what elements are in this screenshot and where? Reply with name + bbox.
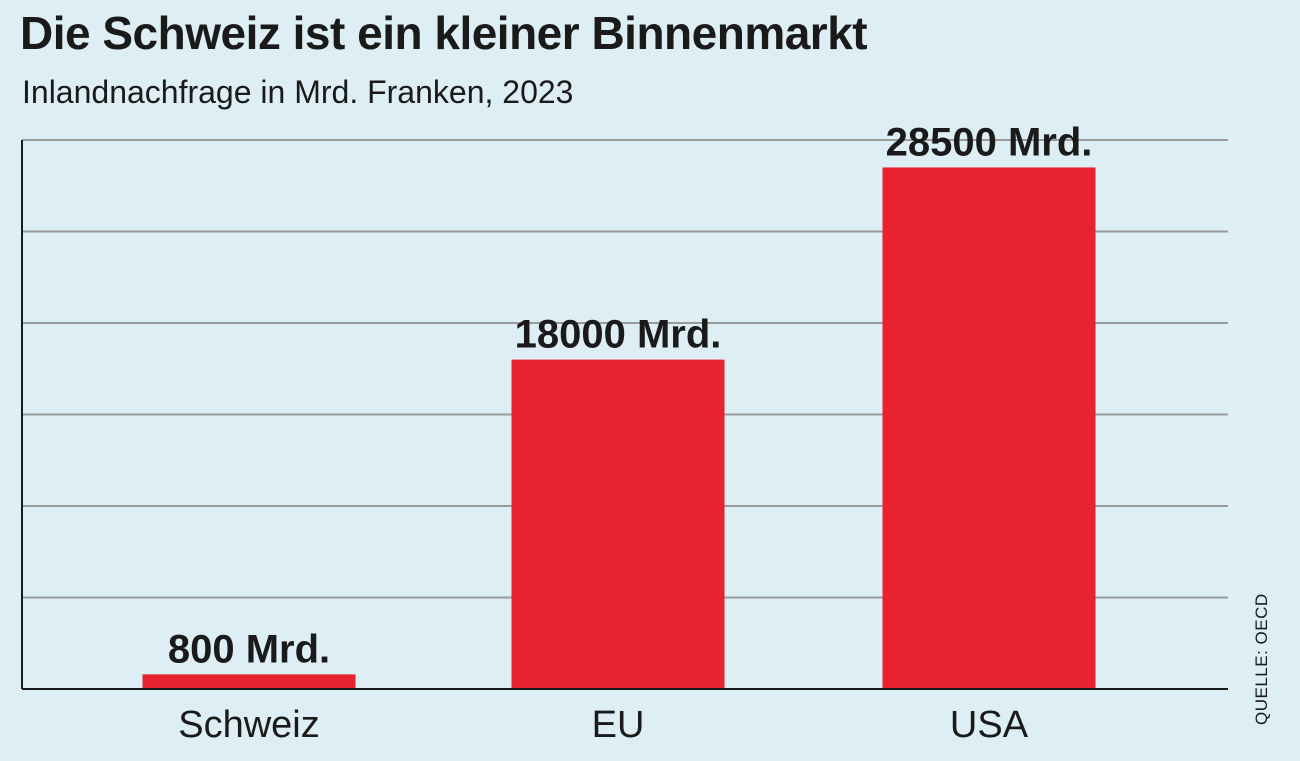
- category-label: USA: [950, 704, 1029, 746]
- data-label: 18000 Mrd.: [515, 313, 722, 357]
- data-label: 28500 Mrd.: [886, 120, 1093, 164]
- chart-title: Die Schweiz ist ein kleiner Binnenmarkt: [20, 7, 868, 59]
- source-note: QUELLE: OECD: [1252, 593, 1271, 725]
- category-label: EU: [592, 704, 645, 746]
- bar: [142, 674, 356, 689]
- chart-subtitle: Inlandnachfrage in Mrd. Franken, 2023: [22, 74, 574, 110]
- data-label: 800 Mrd.: [168, 627, 330, 671]
- bar: [882, 167, 1096, 689]
- category-label: Schweiz: [178, 704, 320, 746]
- bar: [511, 359, 725, 689]
